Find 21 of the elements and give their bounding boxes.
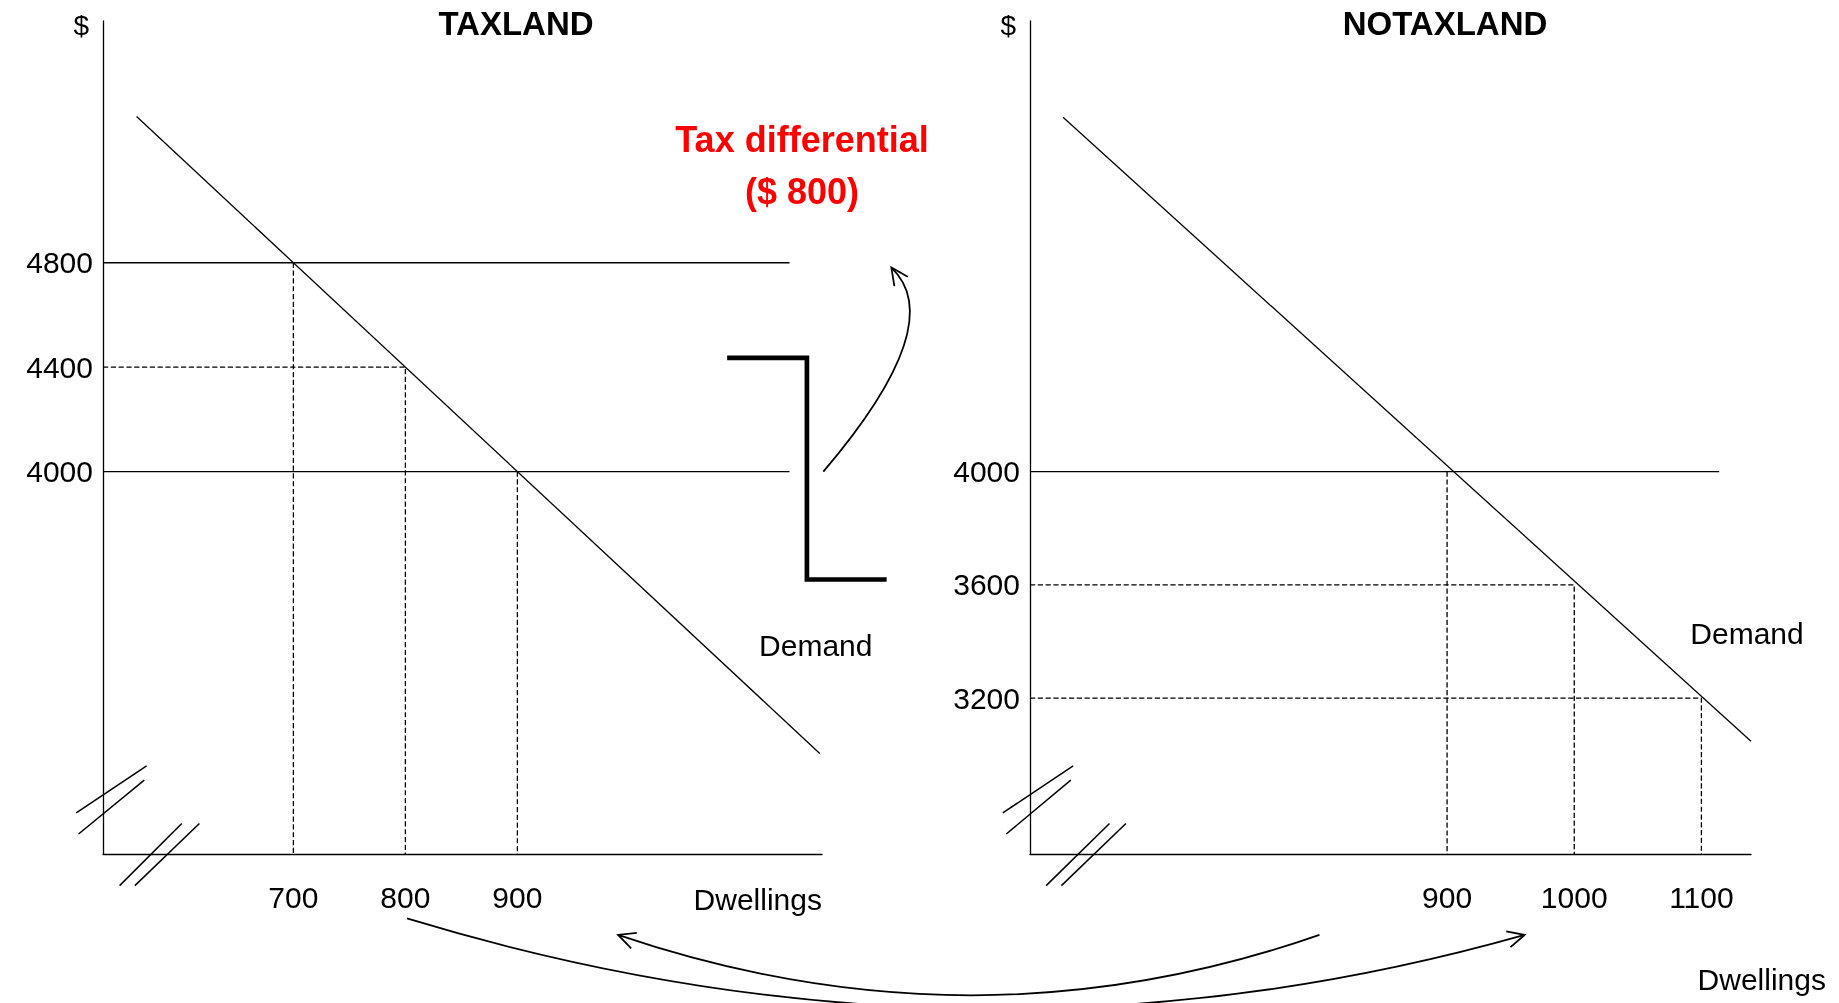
y-tick-label: 3600 <box>953 568 1020 602</box>
y-tick-label: 4000 <box>26 455 93 489</box>
y-tick-label: 4400 <box>26 350 93 384</box>
x-tick-label: 800 <box>380 880 431 914</box>
x-tick-label: 1000 <box>1540 880 1608 914</box>
x-axis-title: Dwellings <box>1697 962 1826 996</box>
x-tick-label: 1100 <box>1669 880 1734 914</box>
series-label: Demand <box>1690 616 1804 650</box>
y-tick-label: 4000 <box>953 455 1020 489</box>
x-tick-label: 700 <box>268 880 319 914</box>
x-axis-title: Dwellings <box>693 882 822 916</box>
x-tick-label: 900 <box>1422 880 1473 914</box>
x-tick-label: 900 <box>492 880 543 914</box>
y-axis-title: $ <box>1000 9 1017 41</box>
chart-title: NOTAXLAND <box>1342 5 1548 42</box>
series-label: Demand <box>759 629 873 662</box>
annotation: Tax differential ($ 800) <box>674 118 930 214</box>
y-tick-label: 4800 <box>26 246 93 280</box>
y-tick-label: 3200 <box>953 681 1020 715</box>
y-axis-title: $ <box>73 9 90 41</box>
chart-title: TAXLAND <box>438 5 594 42</box>
